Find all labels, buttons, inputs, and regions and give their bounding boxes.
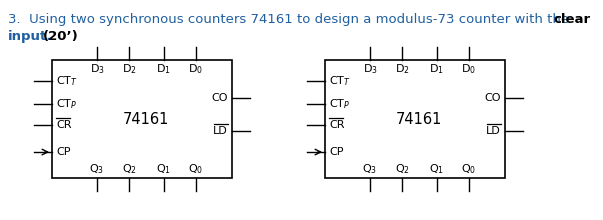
Text: D$_2$: D$_2$ <box>395 62 410 76</box>
Text: Q$_0$: Q$_0$ <box>461 162 476 176</box>
Text: CP: CP <box>56 147 71 157</box>
Text: CR: CR <box>329 120 344 130</box>
Text: (20’): (20’) <box>43 30 79 43</box>
Text: Q$_3$: Q$_3$ <box>362 162 377 176</box>
Text: 74161: 74161 <box>122 112 169 126</box>
Text: Q$_3$: Q$_3$ <box>89 162 104 176</box>
Text: D$_1$: D$_1$ <box>429 62 444 76</box>
Text: D$_3$: D$_3$ <box>89 62 104 76</box>
Text: Q$_0$: Q$_0$ <box>188 162 204 176</box>
Text: CT$_P$: CT$_P$ <box>329 97 350 111</box>
Text: D$_1$: D$_1$ <box>156 62 171 76</box>
Bar <box>325 60 505 178</box>
Text: D$_3$: D$_3$ <box>362 62 377 76</box>
Text: input.: input. <box>8 30 52 43</box>
Text: CP: CP <box>329 147 344 157</box>
Text: 74161: 74161 <box>396 112 442 126</box>
Bar <box>52 60 232 178</box>
Text: D$_0$: D$_0$ <box>189 62 204 76</box>
Text: D$_0$: D$_0$ <box>461 62 476 76</box>
Text: LD: LD <box>213 126 228 136</box>
Text: CR: CR <box>56 120 72 130</box>
Text: Q$_1$: Q$_1$ <box>429 162 444 176</box>
Text: CT$_P$: CT$_P$ <box>56 97 77 111</box>
Text: CO: CO <box>212 93 228 103</box>
Text: Q$_2$: Q$_2$ <box>122 162 137 176</box>
Text: LD: LD <box>486 126 501 136</box>
Text: D$_2$: D$_2$ <box>122 62 137 76</box>
Text: Q$_2$: Q$_2$ <box>395 162 410 176</box>
Text: clear: clear <box>553 13 590 26</box>
Text: Q$_1$: Q$_1$ <box>156 162 171 176</box>
Text: 3.  Using two synchronous counters 74161 to design a modulus-73 counter with the: 3. Using two synchronous counters 74161 … <box>8 13 573 26</box>
Text: CT$_T$: CT$_T$ <box>56 74 78 88</box>
Text: CO: CO <box>484 93 501 103</box>
Text: CT$_T$: CT$_T$ <box>329 74 351 88</box>
